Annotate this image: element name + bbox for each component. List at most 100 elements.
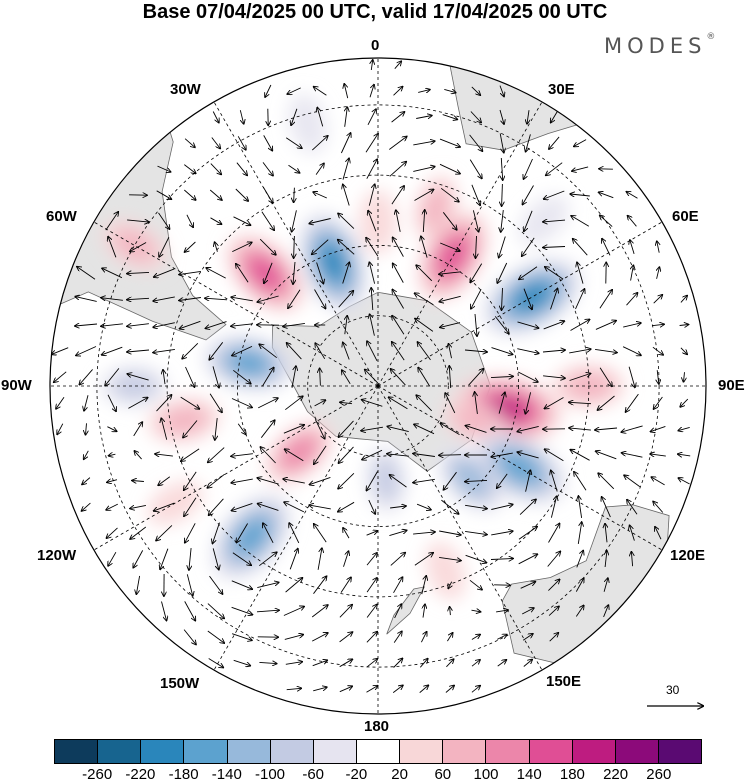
wind-arrow <box>527 110 529 124</box>
wind-arrow <box>184 138 195 148</box>
wind-arrow <box>517 321 539 328</box>
wind-arrow <box>338 240 355 255</box>
wind-arrow <box>52 347 69 355</box>
wind-arrow <box>101 324 123 326</box>
wind-arrow <box>543 321 565 330</box>
lon-label-180: 180 <box>364 718 390 735</box>
wind-arrow <box>627 192 638 199</box>
wind-arrow <box>439 272 461 274</box>
wind-arrow <box>414 553 433 566</box>
wind-arrow <box>439 163 460 173</box>
colorbar-swatch-12 <box>572 740 616 763</box>
wind-arrow <box>371 288 373 311</box>
wind-arrow <box>502 183 503 206</box>
map-border <box>49 57 707 715</box>
colorbar-tick-label: 100 <box>473 766 499 783</box>
wind-arrow <box>340 402 353 403</box>
wind-arrow <box>344 84 349 99</box>
wind-arrow <box>471 289 482 308</box>
wind-arrow <box>517 348 538 354</box>
wind-arrow <box>628 216 637 227</box>
wind-arrow <box>260 447 276 464</box>
wind-arrow <box>291 366 296 388</box>
wind-arrow <box>208 658 224 668</box>
wind-arrow <box>441 499 458 514</box>
wind-arrow <box>543 220 566 222</box>
wind-arrow <box>366 659 378 668</box>
lon-label-120w: 120W <box>37 547 77 564</box>
wind-arrow <box>596 451 617 460</box>
wind-arrow <box>185 366 195 387</box>
colorbar-swatch-2 <box>141 740 185 763</box>
wind-arrow <box>475 313 477 336</box>
wind-arrow <box>390 506 406 508</box>
wind-arrow <box>416 503 431 510</box>
wind-arrow <box>521 608 534 615</box>
wind-arrow <box>680 296 687 303</box>
wind-arrow <box>576 551 583 568</box>
wind-arrow <box>439 530 461 535</box>
wind-arrow <box>133 550 144 567</box>
colorbar-tick-label: 180 <box>559 766 585 783</box>
wind-arrow <box>259 238 276 255</box>
wind-arrow <box>418 342 431 361</box>
meridian <box>213 385 379 671</box>
wind-arrow <box>575 606 583 617</box>
wind-arrow <box>207 473 225 488</box>
wind-arrow <box>316 262 324 284</box>
wind-arrow <box>82 477 91 485</box>
wind-arrow <box>311 605 328 618</box>
wind-arrow <box>82 502 91 511</box>
wind-arrow <box>524 158 533 179</box>
wind-arrow <box>105 212 118 231</box>
wind-arrow <box>499 109 504 124</box>
wind-arrow <box>439 556 461 560</box>
anomaly-blob-7-level-4 <box>514 283 550 311</box>
wind-arrow <box>186 574 192 595</box>
lon-label-60w: 60W <box>46 208 77 225</box>
anomaly-blob-20-level-1 <box>113 228 156 263</box>
wind-arrow <box>368 499 375 514</box>
wind-arrow <box>107 426 116 432</box>
anomaly-blob-3-level-3 <box>249 257 282 290</box>
wind-arrow <box>209 393 222 413</box>
wind-arrow <box>517 452 539 459</box>
wind-arrow <box>657 241 659 253</box>
wind-arrow <box>680 347 687 354</box>
wind-arrow <box>366 632 377 643</box>
wind-arrow <box>289 549 298 570</box>
wind-arrow <box>158 476 171 485</box>
wind-arrow <box>231 297 253 302</box>
wind-arrow <box>368 211 377 232</box>
colorbar-tick-label: -260 <box>82 766 113 783</box>
wind-arrow <box>231 633 252 641</box>
wind-arrow <box>499 133 504 152</box>
brand-name: MODES <box>604 34 707 58</box>
wind-arrow <box>623 323 641 328</box>
wind-arrow <box>342 263 350 284</box>
wind-arrow <box>472 210 478 231</box>
wind-arrow <box>542 350 565 352</box>
wind-arrow <box>211 137 220 149</box>
wind-arrow <box>522 237 535 256</box>
wind-arrow <box>491 531 513 536</box>
wind-arrow <box>343 551 349 567</box>
wind-arrow <box>101 298 123 301</box>
lon-label-120e: 120E <box>670 547 706 564</box>
wind-arrow <box>526 134 531 151</box>
wind-arrow <box>545 449 564 462</box>
colorbar-tick-label: 20 <box>391 766 408 783</box>
wind-arrow <box>130 526 147 539</box>
wind-arrow <box>107 394 116 411</box>
wind-arrow <box>314 524 327 543</box>
wind-arrow <box>293 261 295 284</box>
wind-arrow <box>598 473 615 490</box>
wind-arrow <box>574 472 587 491</box>
wind-arrow <box>233 369 250 383</box>
wind-arrow <box>160 548 169 570</box>
wind-arrow <box>157 165 171 172</box>
wind-arrow <box>416 395 433 412</box>
wind-arrow <box>471 86 480 95</box>
wind-arrow <box>497 262 508 283</box>
graticule <box>50 58 706 714</box>
